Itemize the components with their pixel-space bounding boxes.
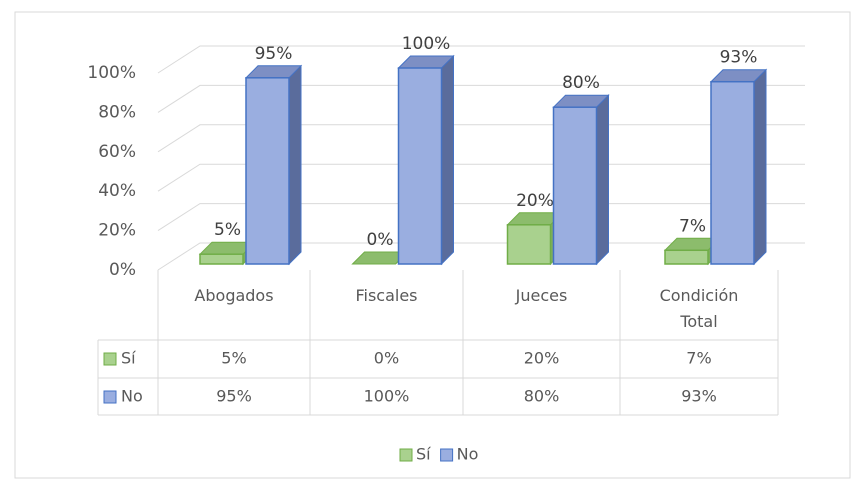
data-label: 93% xyxy=(720,48,758,68)
bar-front xyxy=(506,224,552,265)
data-label: 0% xyxy=(367,230,394,250)
legend-swatch xyxy=(103,390,117,404)
x-tick-label: Abogados xyxy=(194,286,274,305)
y-tick-label: 40% xyxy=(98,181,136,201)
legend-swatch xyxy=(440,448,454,462)
bar xyxy=(552,93,610,266)
bar-front xyxy=(245,77,290,265)
table-cell: 80% xyxy=(524,387,560,406)
table-series-label: Sí xyxy=(121,349,136,368)
bar-front xyxy=(664,249,709,265)
bar xyxy=(709,68,768,266)
legend-label: Sí xyxy=(416,445,431,464)
data-label: 80% xyxy=(562,73,600,93)
y-tick-label: 20% xyxy=(98,221,136,241)
bar-front xyxy=(397,67,443,265)
data-label: 5% xyxy=(214,220,241,240)
data-label: 20% xyxy=(516,191,554,211)
y-tick-label: 80% xyxy=(98,102,136,122)
bar-front xyxy=(710,80,755,265)
x-tick-label: Fiscales xyxy=(355,286,418,305)
data-label: 7% xyxy=(679,216,706,236)
table-cell: 93% xyxy=(681,387,717,406)
table-cell: 0% xyxy=(374,349,399,368)
table-series-label: No xyxy=(121,387,143,406)
legend-label: No xyxy=(457,445,479,464)
x-tick-label: Condición Total xyxy=(659,286,739,331)
y-tick-label: 60% xyxy=(98,142,136,162)
bar-side xyxy=(288,64,302,266)
bar-side xyxy=(441,54,454,266)
grid-line xyxy=(157,45,805,74)
table-cell: 95% xyxy=(216,387,252,406)
y-tick-label: 0% xyxy=(109,260,136,280)
table-cell: 20% xyxy=(524,349,560,368)
legend-swatch xyxy=(103,352,117,366)
y-tick-label: 100% xyxy=(87,63,136,83)
legend-swatch xyxy=(399,448,413,462)
bar xyxy=(244,64,303,266)
bar-front xyxy=(552,106,598,265)
bar-front xyxy=(199,253,244,265)
bar-side xyxy=(753,68,767,266)
table-cell: 7% xyxy=(686,349,711,368)
table-cell: 100% xyxy=(364,387,410,406)
bar-side xyxy=(596,93,609,266)
grid-line xyxy=(157,84,805,113)
data-label: 95% xyxy=(255,44,293,64)
bar xyxy=(397,54,455,266)
data-label: 100% xyxy=(402,34,451,54)
x-tick-label: Jueces xyxy=(515,286,568,305)
table-cell: 5% xyxy=(221,349,246,368)
